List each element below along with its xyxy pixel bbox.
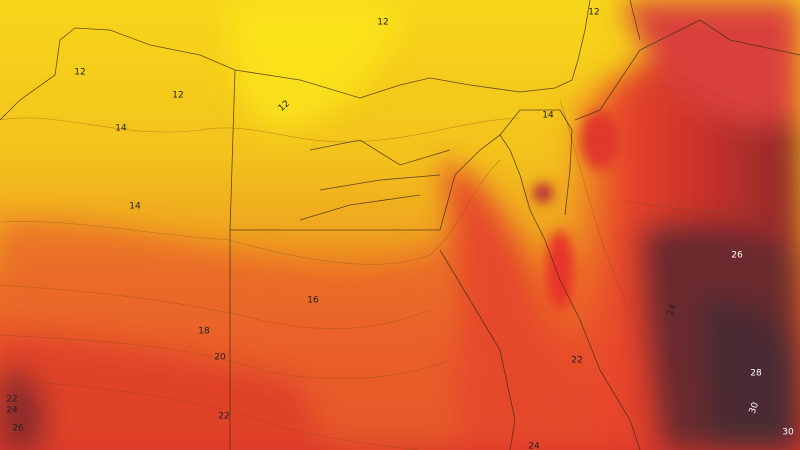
contour-label: 24 (666, 303, 679, 317)
isolines (0, 99, 781, 450)
hotspots (533, 110, 620, 310)
contour-label: 14 (542, 111, 554, 121)
contour-label: 14 (115, 124, 127, 134)
contour-label: 30 (782, 428, 794, 438)
contour-label: 30 (748, 401, 761, 415)
contour-label: 22 (6, 395, 17, 405)
contour-label: 14 (129, 202, 141, 212)
contour-label: 12 (588, 8, 599, 18)
contour-label: 12 (377, 18, 388, 28)
contour-label: 16 (307, 296, 319, 306)
contour-label: 20 (214, 353, 226, 363)
contour-labels: 12 12 12 12 12 14 14 14 16 18 20 22 24 2… (6, 8, 794, 450)
contour-label: 26 (731, 251, 743, 261)
contour-label: 24 (6, 406, 18, 416)
contour-label: 26 (12, 424, 24, 434)
contour-label: 18 (198, 327, 210, 337)
contour-label: 28 (750, 369, 762, 379)
contour-label: 12 (74, 68, 85, 78)
contour-label: 22 (571, 356, 582, 366)
contour-label: 22 (218, 412, 229, 422)
contour-label: 24 (528, 442, 540, 450)
contour-label: 12 (172, 91, 183, 101)
